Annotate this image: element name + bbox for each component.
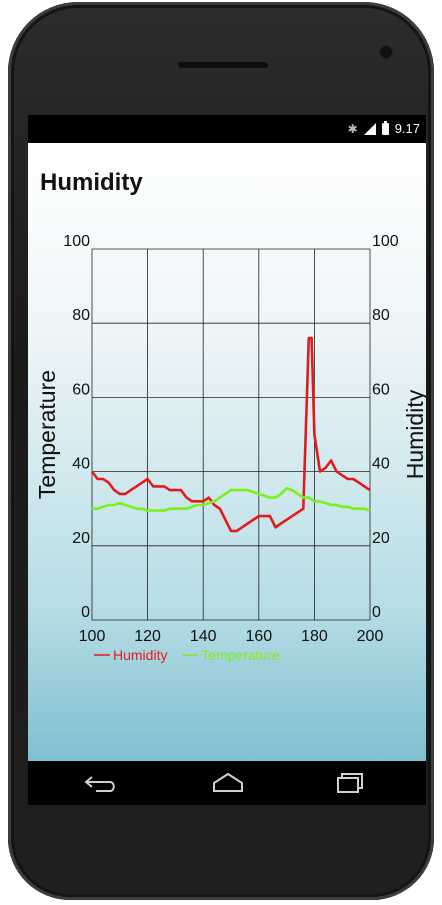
battery-icon bbox=[381, 120, 389, 135]
earpiece bbox=[178, 62, 268, 68]
status-icons: ✱ 9.17 bbox=[347, 120, 420, 136]
chart-series bbox=[90, 336, 371, 533]
camera-icon bbox=[380, 46, 392, 58]
chart: 100 120 140 160 180 200 0 20 40 60 80 100 0 20 40 60 80 1… bbox=[34, 233, 426, 663]
x-tick-label: 120 bbox=[134, 628, 161, 645]
y-tick-label-left: 40 bbox=[72, 456, 90, 473]
y-tick-label-right: 80 bbox=[372, 307, 390, 324]
app-screen: Humidity 100 120 140 160 180 200 0 20 40 60 80 100 0… bbox=[28, 143, 426, 761]
y-tick-label-right: 100 bbox=[372, 233, 399, 250]
signal-icon bbox=[363, 122, 376, 135]
y-tick-label-left: 100 bbox=[63, 233, 90, 250]
chart-grid bbox=[91, 248, 371, 621]
y-axis-label-left: Temperature bbox=[34, 370, 60, 499]
recents-icon[interactable] bbox=[330, 769, 370, 797]
chart-labels: 100 120 140 160 180 200 0 20 40 60 80 100 0 20 40 60 80 1… bbox=[34, 233, 426, 663]
legend-label-humidity: Humidity bbox=[113, 647, 167, 663]
series-line-humidity bbox=[90, 336, 371, 533]
home-icon[interactable] bbox=[208, 769, 248, 797]
x-tick-label: 100 bbox=[79, 628, 106, 645]
nav-bar bbox=[28, 761, 426, 805]
back-icon[interactable] bbox=[80, 769, 120, 797]
y-axis-label-right: Humidity bbox=[402, 389, 426, 479]
y-tick-label-left: 60 bbox=[72, 381, 90, 398]
status-bar: ✱ 9.17 bbox=[28, 115, 426, 143]
y-tick-label-left: 80 bbox=[72, 307, 90, 324]
y-tick-label-right: 20 bbox=[372, 530, 390, 547]
y-tick-label-right: 60 bbox=[372, 381, 390, 398]
y-tick-label-left: 20 bbox=[72, 530, 90, 547]
x-tick-label: 200 bbox=[357, 628, 384, 645]
y-tick-label-right: 40 bbox=[372, 456, 390, 473]
y-tick-label-right: 0 bbox=[372, 604, 381, 621]
x-tick-label: 140 bbox=[190, 628, 217, 645]
series-line-temperature bbox=[92, 486, 371, 512]
y-tick-label-left: 0 bbox=[81, 604, 90, 621]
legend-label-temperature: Temperature bbox=[201, 647, 280, 663]
x-tick-label: 160 bbox=[245, 628, 272, 645]
x-tick-label: 180 bbox=[301, 628, 328, 645]
status-time: 9.17 bbox=[394, 121, 420, 136]
page-title: Humidity bbox=[40, 169, 143, 196]
bluetooth-icon: ✱ bbox=[347, 121, 358, 136]
